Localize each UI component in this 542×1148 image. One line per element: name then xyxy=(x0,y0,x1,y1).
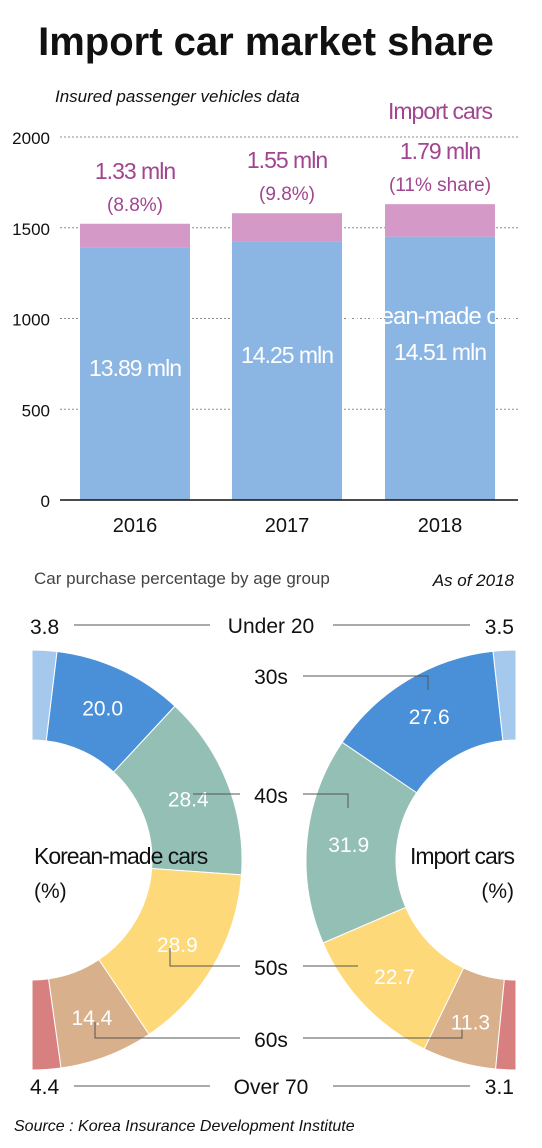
bar-korean-2017 xyxy=(232,241,342,501)
bar-import-2017 xyxy=(232,213,342,242)
import-under20-value: 3.5 xyxy=(485,616,514,639)
bar-import-2016 xyxy=(80,223,190,248)
korean-value-label: 14.25 mln xyxy=(241,342,333,368)
slice-value-label: 20.0 xyxy=(82,698,123,721)
donut-section-subtitle: Car purchase percentage by age group xyxy=(34,569,330,588)
age-group-label: 60s xyxy=(254,1029,288,1052)
page-title: Import car market share xyxy=(38,20,494,64)
age-group-label: 40s xyxy=(254,785,288,808)
slice-value-label: 27.6 xyxy=(409,706,450,729)
import-share-label: (11% share) xyxy=(389,175,491,196)
x-tick-label: 2017 xyxy=(265,515,310,537)
x-tick-label: 2018 xyxy=(418,515,463,537)
korean-value-label: 13.89 mln xyxy=(89,355,181,381)
age-group-label: 30s xyxy=(254,666,288,689)
y-tick-label: 0 xyxy=(41,492,50,511)
import-series-label: Import cars xyxy=(388,98,493,124)
import-value-label: 1.79 mln xyxy=(400,138,480,164)
korean-donut-title: Korean-made cars xyxy=(34,843,208,869)
leader-import-40s xyxy=(303,793,349,808)
leader-korean-60s xyxy=(94,1022,240,1039)
y-tick-label: 1500 xyxy=(12,220,50,239)
slice-value-label: 28.9 xyxy=(157,934,198,957)
import-donut-title: Import cars xyxy=(410,843,515,869)
import-share-label: (8.8%) xyxy=(107,195,163,216)
import-slice-5 xyxy=(495,978,517,1071)
import-share-label: (9.8%) xyxy=(259,184,315,205)
korean-donut-unit: (%) xyxy=(34,880,67,903)
korean-series-label: Korean-made cars xyxy=(346,303,528,330)
import-donut-unit: (%) xyxy=(481,880,514,903)
import-value-label: 1.55 mln xyxy=(247,147,327,173)
x-tick-label: 2016 xyxy=(113,515,158,537)
bar-import-2018 xyxy=(385,204,495,237)
y-tick-label: 1000 xyxy=(12,311,50,330)
age-group-label: Over 70 xyxy=(234,1076,309,1099)
y-tick-label: 500 xyxy=(22,401,50,420)
leader-import-60s xyxy=(303,1030,463,1039)
as-of-note: As of 2018 xyxy=(432,571,515,590)
y-tick-label: 2000 xyxy=(12,129,50,148)
age-group-label: 50s xyxy=(254,957,288,980)
leader-import-30s xyxy=(303,675,429,690)
slice-value-label: 11.3 xyxy=(451,1012,490,1035)
korean-under20-value: 3.8 xyxy=(30,616,59,639)
leader-korean-50s xyxy=(169,948,240,967)
slice-value-label: 31.9 xyxy=(328,834,369,857)
korean-slice-5 xyxy=(31,978,62,1071)
bar-korean-2018 xyxy=(385,236,495,500)
import-value-label: 1.33 mln xyxy=(95,158,175,184)
import-over70-value: 3.1 xyxy=(485,1076,514,1099)
korean-over70-value: 4.4 xyxy=(30,1076,60,1099)
bar-chart: 0 500 1000 1500 2000 2016 13.89 mln 1.33 mln (8.… xyxy=(0,98,542,537)
source-note: Source : Korea Insurance Development Ins… xyxy=(14,1118,355,1135)
slice-value-label: 14.4 xyxy=(71,1007,112,1030)
slice-value-label: 28.4 xyxy=(168,788,209,811)
age-group-label: Under 20 xyxy=(228,615,314,638)
bar-korean-2016 xyxy=(80,247,190,500)
donut-charts: 20.0 28.4 28.9 14.4 27.6 31.9 22.7 11.3 3.8 3.5 4.… xyxy=(30,615,517,1099)
bar-chart-subtitle: Insured passenger vehicles data xyxy=(55,87,300,106)
slice-value-label: 22.7 xyxy=(374,966,415,989)
korean-value-label: 14.51 mln xyxy=(394,339,486,365)
